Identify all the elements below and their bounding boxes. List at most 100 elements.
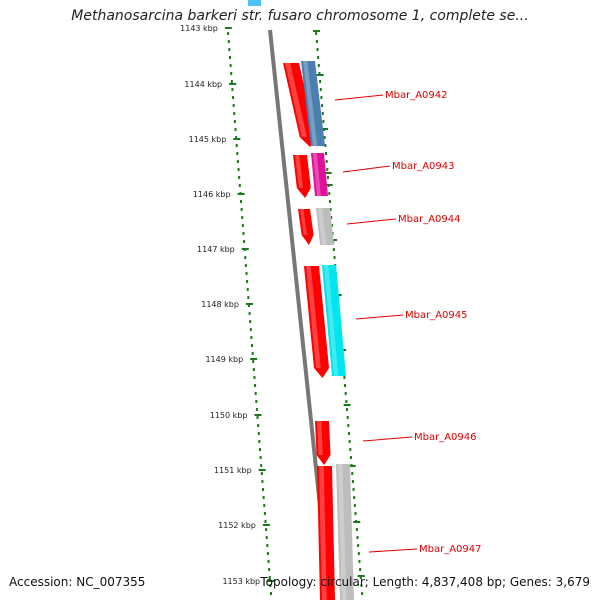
label-leader-line bbox=[342, 165, 391, 173]
tick-mark bbox=[267, 580, 275, 582]
tick-label-1143-kbp: 1143 kbp bbox=[180, 24, 218, 33]
left-dotted-scale bbox=[238, 184, 241, 187]
right-dotted-scale bbox=[328, 192, 331, 195]
tick-mark-right bbox=[343, 404, 351, 406]
left-dotted-scale bbox=[244, 264, 247, 267]
left-dotted-scale bbox=[265, 528, 268, 531]
left-dotted-scale bbox=[227, 32, 230, 35]
left-dotted-scale bbox=[250, 336, 253, 339]
gene-bar-Mbar_A0942 bbox=[301, 61, 325, 146]
right-dotted-scale bbox=[357, 544, 360, 547]
left-dotted-scale bbox=[233, 120, 236, 123]
left-dotted-scale bbox=[241, 216, 244, 219]
left-dotted-scale bbox=[249, 328, 252, 331]
right-dotted-scale bbox=[353, 504, 356, 507]
tick-mark-right bbox=[316, 74, 324, 76]
tick-mark-right bbox=[313, 30, 320, 32]
gene-bar-Mbar_A0947 bbox=[336, 464, 354, 600]
tick-label-1151-kbp: 1151 kbp bbox=[214, 466, 252, 475]
tick-mark-right bbox=[353, 521, 361, 523]
left-dotted-scale bbox=[247, 296, 250, 299]
right-dotted-scale bbox=[348, 440, 351, 443]
left-dotted-scale bbox=[251, 344, 254, 347]
right-dotted-scale bbox=[353, 496, 356, 499]
gene-label-Mbar_A0943: Mbar_A0943 bbox=[392, 161, 455, 172]
cds-arrow-Mbar_A0947 bbox=[317, 466, 335, 600]
left-dotted-scale bbox=[246, 280, 249, 283]
tick-mark-right bbox=[357, 575, 365, 577]
right-dotted-scale bbox=[345, 400, 348, 403]
left-dotted-scale bbox=[242, 232, 245, 235]
label-leader-line bbox=[355, 314, 404, 320]
left-dotted-scale bbox=[257, 424, 260, 427]
tick-label-1149-kbp: 1149 kbp bbox=[205, 355, 243, 364]
tick-mark bbox=[245, 303, 253, 305]
left-dotted-scale bbox=[233, 112, 236, 115]
left-dotted-scale bbox=[235, 144, 238, 147]
left-dotted-scale bbox=[228, 48, 231, 51]
left-dotted-scale bbox=[268, 568, 271, 571]
left-dotted-scale bbox=[245, 272, 248, 275]
right-dotted-scale bbox=[323, 136, 326, 139]
right-dotted-scale bbox=[329, 208, 332, 211]
right-dotted-scale bbox=[321, 112, 324, 115]
right-dotted-scale bbox=[351, 472, 354, 475]
right-dotted-scale bbox=[328, 200, 331, 203]
left-dotted-scale bbox=[262, 496, 265, 499]
label-leader-line bbox=[368, 548, 418, 553]
tick-mark bbox=[250, 358, 258, 360]
right-dotted-scale bbox=[361, 592, 364, 595]
left-dotted-scale bbox=[252, 368, 255, 371]
gene-fragment-top bbox=[248, 0, 261, 6]
gene-label-Mbar_A0947: Mbar_A0947 bbox=[419, 544, 482, 555]
gene-bar-Mbar_A0943 bbox=[311, 153, 328, 196]
left-dotted-scale bbox=[259, 456, 262, 459]
right-dotted-scale bbox=[343, 376, 346, 379]
tick-mark bbox=[237, 193, 245, 195]
gene-label-Mbar_A0944: Mbar_A0944 bbox=[398, 214, 461, 225]
left-dotted-scale bbox=[241, 224, 244, 227]
tick-mark-right bbox=[324, 172, 332, 174]
tick-mark bbox=[262, 524, 270, 526]
left-dotted-scale bbox=[258, 440, 261, 443]
left-dotted-scale bbox=[232, 96, 235, 99]
tick-mark bbox=[229, 83, 237, 85]
right-dotted-scale bbox=[315, 32, 318, 35]
left-dotted-scale bbox=[253, 376, 256, 379]
tick-mark bbox=[258, 469, 266, 471]
tick-label-1152-kbp: 1152 kbp bbox=[218, 521, 256, 530]
right-dotted-scale bbox=[330, 216, 333, 219]
right-dotted-scale bbox=[347, 432, 350, 435]
left-dotted-scale bbox=[238, 176, 241, 179]
right-dotted-scale bbox=[357, 552, 360, 555]
right-dotted-scale bbox=[344, 384, 347, 387]
left-dotted-scale bbox=[247, 304, 250, 307]
gene-label-Mbar_A0945: Mbar_A0945 bbox=[405, 310, 468, 321]
left-dotted-scale bbox=[231, 88, 234, 91]
tick-mark-right bbox=[348, 465, 356, 467]
tick-label-1153-kbp: 1153 kbp bbox=[222, 577, 260, 586]
right-dotted-scale bbox=[326, 176, 329, 179]
tick-mark bbox=[233, 138, 241, 140]
tick-mark bbox=[254, 414, 262, 416]
left-dotted-scale bbox=[255, 408, 258, 411]
gene-label-Mbar_A0942: Mbar_A0942 bbox=[385, 90, 448, 101]
left-dotted-scale bbox=[263, 504, 266, 507]
right-dotted-scale bbox=[319, 80, 322, 83]
right-dotted-scale bbox=[344, 392, 347, 395]
left-dotted-scale bbox=[257, 432, 260, 435]
left-dotted-scale bbox=[267, 560, 270, 563]
tick-mark bbox=[241, 248, 249, 250]
cds-arrow-Mbar_A0946 bbox=[315, 421, 331, 465]
left-dotted-scale bbox=[268, 576, 271, 579]
left-dotted-scale bbox=[236, 152, 239, 155]
right-dotted-scale bbox=[317, 56, 320, 59]
right-dotted-scale bbox=[349, 448, 352, 451]
right-dotted-scale bbox=[316, 48, 319, 51]
label-leader-line bbox=[346, 218, 397, 225]
tick-label-1148-kbp: 1148 kbp bbox=[201, 300, 239, 309]
cds-arrow-Mbar_A0945 bbox=[304, 266, 330, 378]
left-dotted-scale bbox=[246, 288, 249, 291]
right-dotted-scale bbox=[355, 528, 358, 531]
cds-arrow-Mbar_A0944 bbox=[298, 209, 314, 245]
